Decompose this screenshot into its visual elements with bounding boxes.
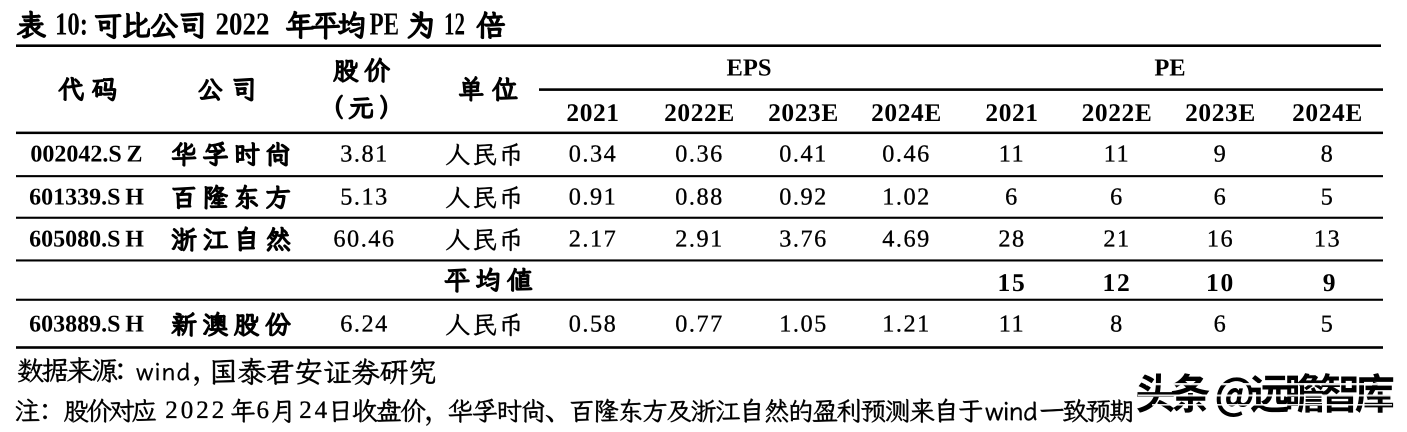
svg-text:6: 6 (1110, 184, 1124, 211)
svg-text:3.81: 3.81 (340, 141, 389, 168)
svg-text:60.46: 60.46 (333, 226, 395, 253)
svg-text:002042.S Z: 002042.S Z (30, 142, 142, 168)
svg-text:3.76: 3.76 (779, 226, 828, 253)
svg-text:PE: PE (370, 5, 400, 41)
svg-text:28: 28 (998, 226, 1025, 253)
svg-text:12: 12 (1102, 268, 1131, 297)
svg-text:EPS: EPS (727, 55, 772, 82)
svg-text:2022: 2022 (165, 397, 227, 424)
svg-text:2.17: 2.17 (569, 226, 618, 253)
svg-text:6: 6 (1214, 311, 1228, 338)
svg-text:8: 8 (1110, 311, 1124, 338)
svg-text:4.69: 4.69 (882, 226, 931, 253)
svg-text:13: 13 (1314, 226, 1341, 253)
svg-text:6: 6 (257, 397, 270, 424)
svg-text:6: 6 (1005, 184, 1019, 211)
svg-text:605080.S H: 605080.S H (29, 227, 144, 253)
svg-text:21: 21 (1103, 226, 1130, 253)
svg-text:2024E: 2024E (1292, 99, 1363, 127)
svg-text:6.24: 6.24 (340, 311, 389, 338)
svg-text:1.21: 1.21 (882, 311, 931, 338)
svg-text:2023E: 2023E (768, 99, 839, 127)
svg-text:PE: PE (1154, 55, 1185, 82)
svg-text:5.13: 5.13 (340, 184, 389, 211)
svg-text:0.77: 0.77 (675, 311, 724, 338)
svg-text:0.92: 0.92 (779, 184, 828, 211)
svg-text:12: 12 (444, 5, 465, 41)
svg-text:15: 15 (997, 268, 1026, 297)
svg-text:10:: 10: (55, 5, 88, 41)
svg-text:10: 10 (1206, 268, 1235, 297)
svg-text:2023E: 2023E (1185, 99, 1256, 127)
svg-text:2.91: 2.91 (675, 226, 724, 253)
svg-text:2021: 2021 (985, 99, 1038, 127)
svg-text:24: 24 (299, 397, 330, 424)
svg-text:9: 9 (1214, 141, 1228, 168)
svg-text:0.88: 0.88 (675, 184, 724, 211)
svg-text:603889.S H: 603889.S H (29, 312, 144, 338)
svg-text:0.41: 0.41 (779, 141, 828, 168)
svg-text:601339.S H: 601339.S H (29, 185, 144, 211)
svg-text:5: 5 (1321, 311, 1335, 338)
svg-text:2021: 2021 (566, 99, 619, 127)
svg-text:11: 11 (999, 311, 1025, 338)
svg-text:5: 5 (1321, 184, 1335, 211)
svg-text:0.36: 0.36 (675, 141, 724, 168)
svg-text:6: 6 (1214, 184, 1228, 211)
svg-text:0.34: 0.34 (569, 141, 618, 168)
svg-text:0.46: 0.46 (882, 141, 931, 168)
svg-text:8: 8 (1321, 141, 1335, 168)
svg-text:0.58: 0.58 (569, 311, 618, 338)
svg-text:2022: 2022 (216, 5, 270, 41)
svg-text:16: 16 (1207, 226, 1234, 253)
svg-text:11: 11 (999, 141, 1025, 168)
svg-text:2024E: 2024E (871, 99, 942, 127)
svg-text:1.05: 1.05 (779, 311, 828, 338)
svg-text:1.02: 1.02 (882, 184, 931, 211)
svg-text:0.91: 0.91 (569, 184, 618, 211)
svg-text:2022E: 2022E (1082, 99, 1153, 127)
svg-text:11: 11 (1104, 141, 1130, 168)
svg-text:9: 9 (1323, 268, 1338, 297)
svg-text:2022E: 2022E (664, 99, 735, 127)
